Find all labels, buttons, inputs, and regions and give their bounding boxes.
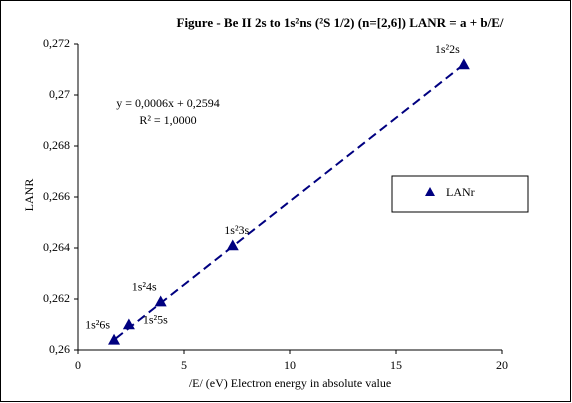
x-axis-label: /E/ (eV) Electron energy in absolute val… — [189, 376, 391, 390]
x-tick-label: 0 — [75, 358, 81, 372]
legend-box — [391, 175, 529, 213]
x-tick-label: 20 — [496, 358, 508, 372]
legend-marker — [425, 187, 435, 196]
y-tick-label: 0,266 — [43, 189, 70, 203]
point-label: 1s²2s — [435, 42, 460, 56]
point-label: 1s²5s — [143, 312, 168, 326]
point-label: 1s²4s — [132, 279, 157, 293]
x-tick-label: 15 — [390, 358, 402, 372]
y-tick-label: 0,268 — [43, 138, 70, 152]
y-tick-label: 0,264 — [43, 240, 70, 254]
y-tick-label: 0,26 — [49, 342, 70, 356]
legend-label: LANr — [446, 185, 475, 199]
y-tick-label: 0,262 — [43, 291, 70, 305]
x-tick-label: 10 — [284, 358, 296, 372]
chart-title: Figure - Be II 2s to 1s²ns (²S 1/2) (n=[… — [177, 15, 504, 30]
point — [108, 333, 121, 345]
point — [226, 239, 239, 251]
y-axis-label: LANR — [22, 179, 36, 212]
trendline — [113, 63, 465, 341]
point — [154, 295, 167, 307]
point-label: 1s²6s — [85, 318, 110, 332]
point-label: 1s²3s — [224, 223, 249, 237]
equation: y = 0,0006x + 0,2594 — [116, 96, 220, 110]
y-tick-label: 0,27 — [49, 87, 70, 101]
r-squared: R² = 1,0000 — [139, 113, 196, 127]
point — [457, 58, 470, 70]
x-tick-label: 5 — [181, 358, 187, 372]
y-tick-label: 0,272 — [43, 36, 70, 50]
point — [122, 318, 135, 330]
